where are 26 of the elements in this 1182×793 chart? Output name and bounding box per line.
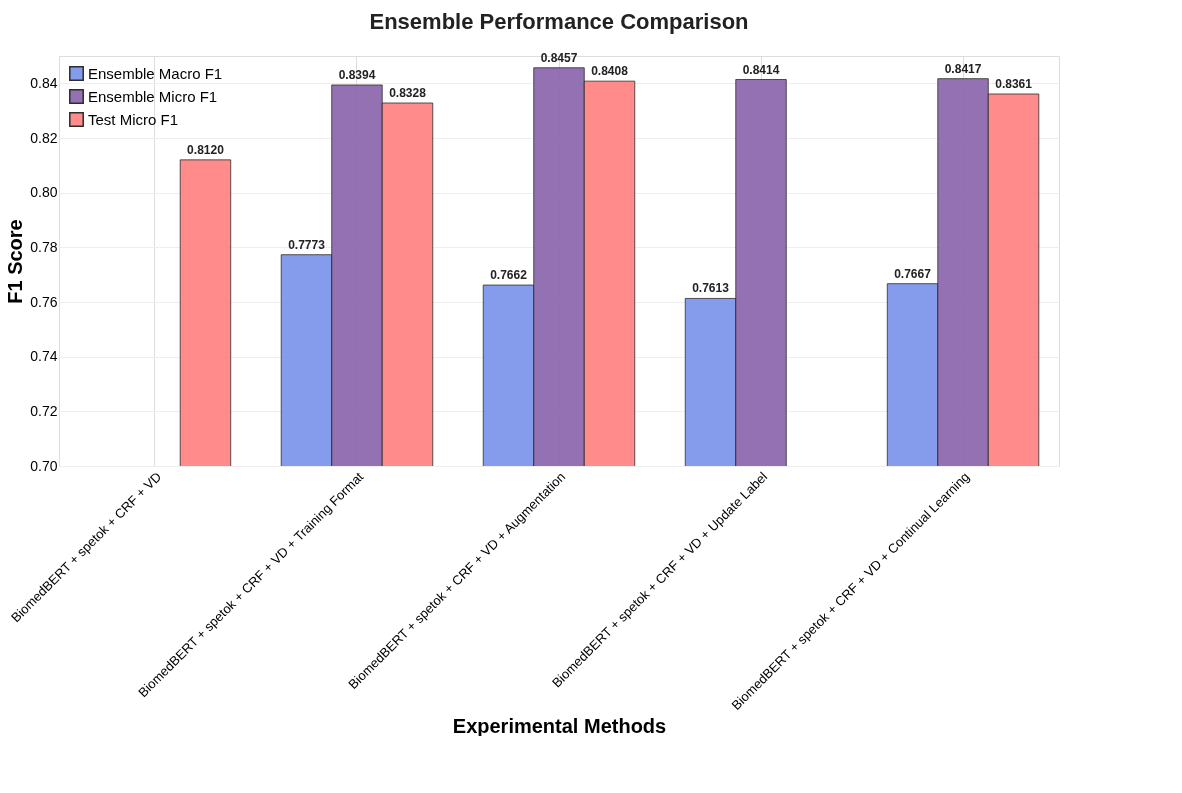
data-label: 0.8457 bbox=[540, 50, 578, 65]
x-axis-title: Experimental Methods bbox=[452, 714, 667, 737]
data-label: 0.7773 bbox=[288, 237, 326, 252]
data-label: 0.8120 bbox=[187, 142, 225, 157]
legend-label: Test Micro F1 bbox=[88, 110, 179, 128]
legend-label: Ensemble Macro F1 bbox=[88, 64, 223, 82]
y-tick-label: 0.72 bbox=[30, 402, 58, 419]
y-tick-label: 0.78 bbox=[30, 238, 58, 255]
data-label: 0.7667 bbox=[894, 266, 932, 281]
y-tick-label: 0.74 bbox=[30, 348, 58, 365]
data-label: 0.8408 bbox=[591, 64, 629, 79]
data-label: 0.8328 bbox=[389, 86, 427, 101]
data-label: 0.8394 bbox=[338, 67, 376, 82]
data-label: 0.8417 bbox=[944, 61, 982, 76]
data-label: 0.8361 bbox=[995, 76, 1033, 91]
data-label: 0.7662 bbox=[490, 268, 528, 283]
data-label: 0.8414 bbox=[742, 62, 780, 77]
legend-label: Ensemble Micro F1 bbox=[88, 87, 218, 105]
y-tick-label: 0.82 bbox=[30, 129, 58, 146]
chart-title: Ensemble Performance Comparison bbox=[369, 8, 749, 34]
y-tick-label: 0.80 bbox=[30, 184, 58, 201]
data-label: 0.7613 bbox=[692, 281, 730, 296]
y-tick-label: 0.70 bbox=[30, 457, 58, 474]
y-axis-title: F1 Score bbox=[4, 219, 27, 304]
y-tick-label: 0.84 bbox=[30, 74, 58, 91]
y-tick-label: 0.76 bbox=[30, 293, 58, 310]
